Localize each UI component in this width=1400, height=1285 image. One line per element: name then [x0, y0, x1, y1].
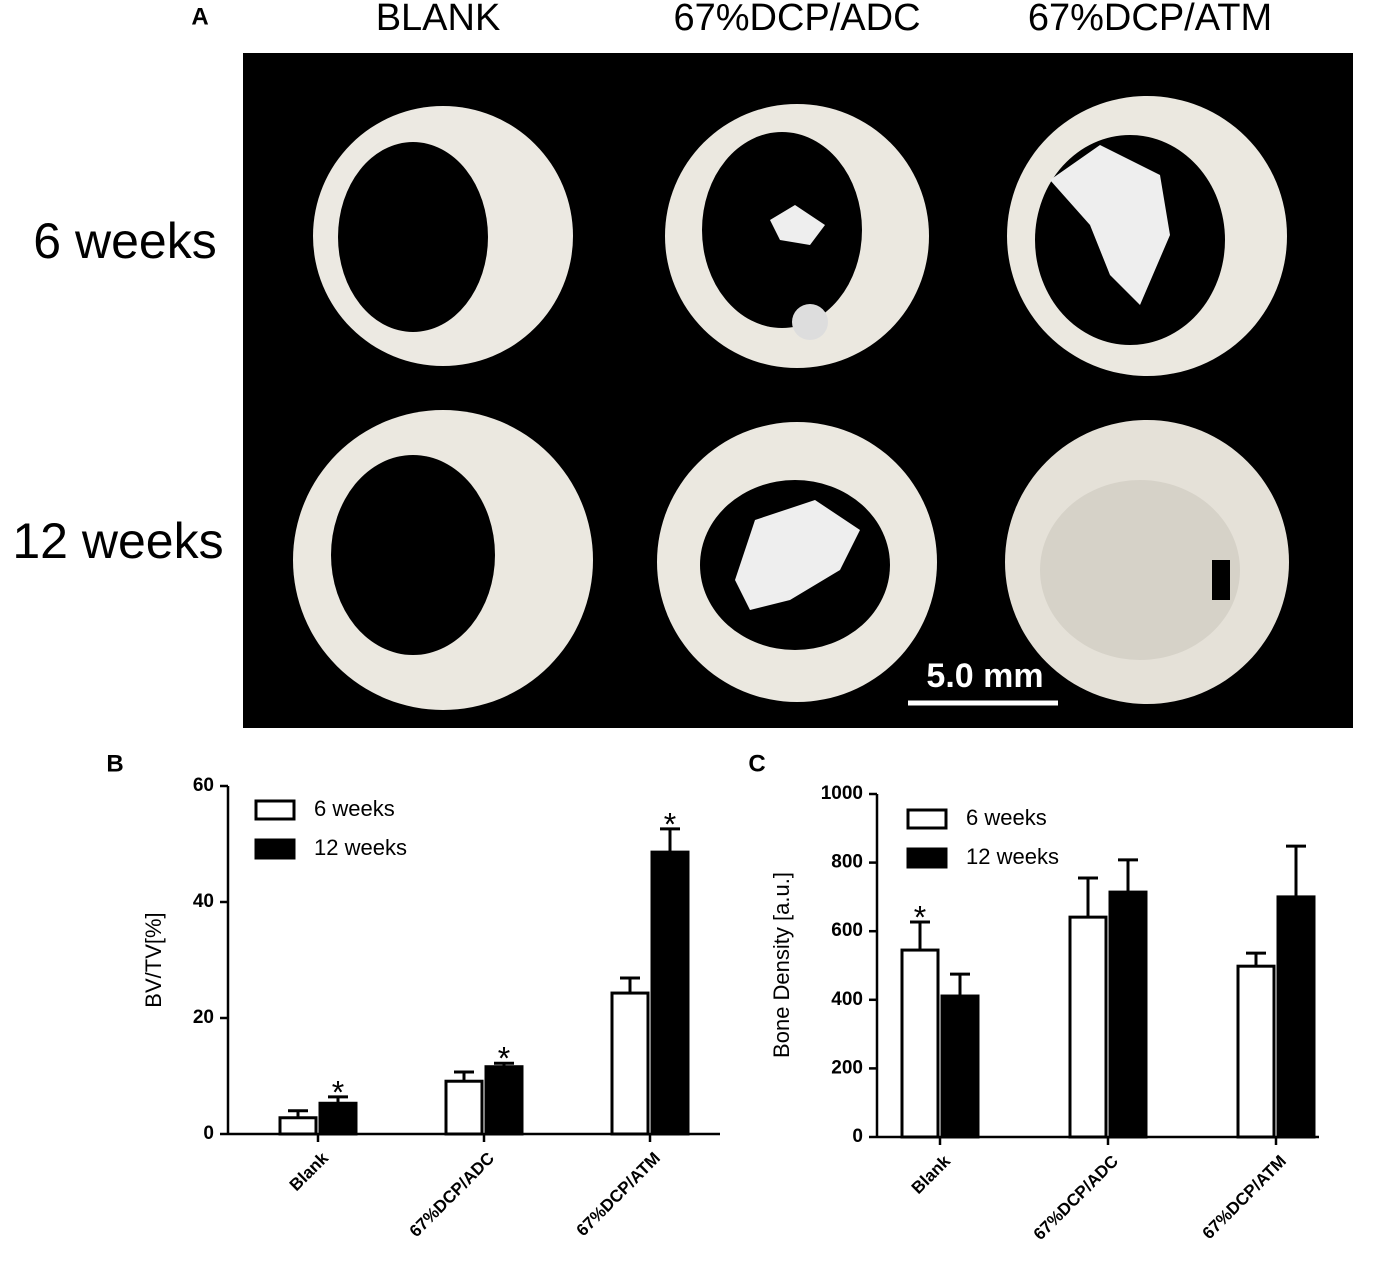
legend-swatch — [254, 799, 296, 821]
bar — [318, 1101, 358, 1136]
x-tick-label: 67%DCP/ADC — [1030, 1152, 1122, 1244]
y-tick-label: 20 — [193, 1007, 214, 1028]
panel-label: C — [748, 750, 765, 777]
y-tick-label: 40 — [193, 891, 214, 912]
panel-label: A — [191, 3, 208, 30]
y-tick-label: 60 — [193, 775, 214, 796]
bar — [484, 1065, 524, 1136]
x-tick-label: Blank — [286, 1148, 333, 1195]
y-tick-label: 600 — [831, 920, 863, 941]
bar — [1068, 915, 1108, 1139]
legend-label: 12 weeks — [966, 844, 1059, 869]
y-axis-label: BV/TV[%] — [141, 912, 166, 1007]
y-axis-label: Bone Density [a.u.] — [769, 872, 794, 1058]
legend-swatch — [254, 838, 296, 860]
y-tick-label: 0 — [852, 1126, 863, 1147]
column-label: 67%DCP/ATM — [1028, 0, 1272, 39]
y-tick-label: 400 — [831, 989, 863, 1010]
micro-ct-images — [293, 96, 1289, 710]
bar — [1108, 890, 1148, 1139]
y-tick-label: 800 — [831, 852, 863, 873]
bar — [1236, 964, 1276, 1139]
bar — [650, 850, 690, 1136]
legend-label: 12 weeks — [314, 835, 407, 860]
significance-marker: * — [914, 899, 926, 935]
y-tick-label: 0 — [203, 1123, 214, 1144]
panel-label: B — [106, 750, 123, 777]
x-tick-label: Blank — [908, 1151, 955, 1198]
significance-marker: * — [664, 806, 676, 842]
row-label: 6 weeks — [33, 213, 216, 269]
scale-bar-label: 5.0 mm — [926, 657, 1043, 695]
column-label: 67%DCP/ADC — [673, 0, 920, 39]
legend-swatch — [906, 808, 948, 830]
bar — [278, 1116, 318, 1136]
legend-label: 6 weeks — [966, 805, 1047, 830]
column-label: BLANK — [376, 0, 501, 39]
row-label: 12 weeks — [12, 513, 223, 569]
legend-swatch — [906, 847, 948, 869]
legend-label: 6 weeks — [314, 796, 395, 821]
bar — [900, 948, 940, 1139]
bar — [610, 991, 650, 1136]
bar — [444, 1079, 484, 1136]
x-tick-label: 67%DCP/ATM — [1199, 1152, 1290, 1243]
bar — [1276, 895, 1316, 1139]
x-tick-label: 67%DCP/ATM — [573, 1149, 664, 1240]
significance-marker: * — [498, 1041, 510, 1077]
y-tick-label: 1000 — [821, 783, 863, 804]
y-tick-label: 200 — [831, 1057, 863, 1078]
significance-marker: * — [332, 1074, 344, 1110]
bar — [940, 994, 980, 1139]
x-tick-label: 67%DCP/ADC — [406, 1149, 498, 1241]
